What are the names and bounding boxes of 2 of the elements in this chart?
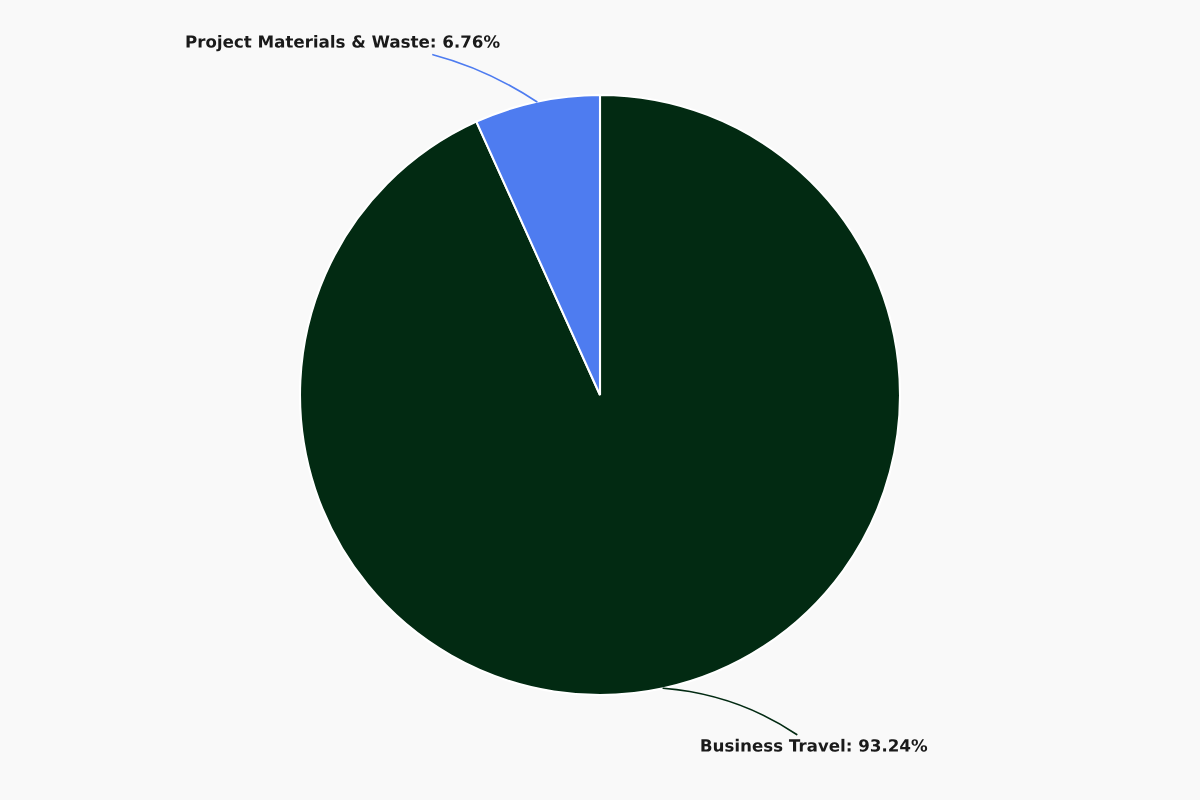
slice-label: Project Materials & Waste: 6.76% [186, 34, 500, 52]
slice-label: Business Travel: 93.24% [701, 738, 928, 752]
